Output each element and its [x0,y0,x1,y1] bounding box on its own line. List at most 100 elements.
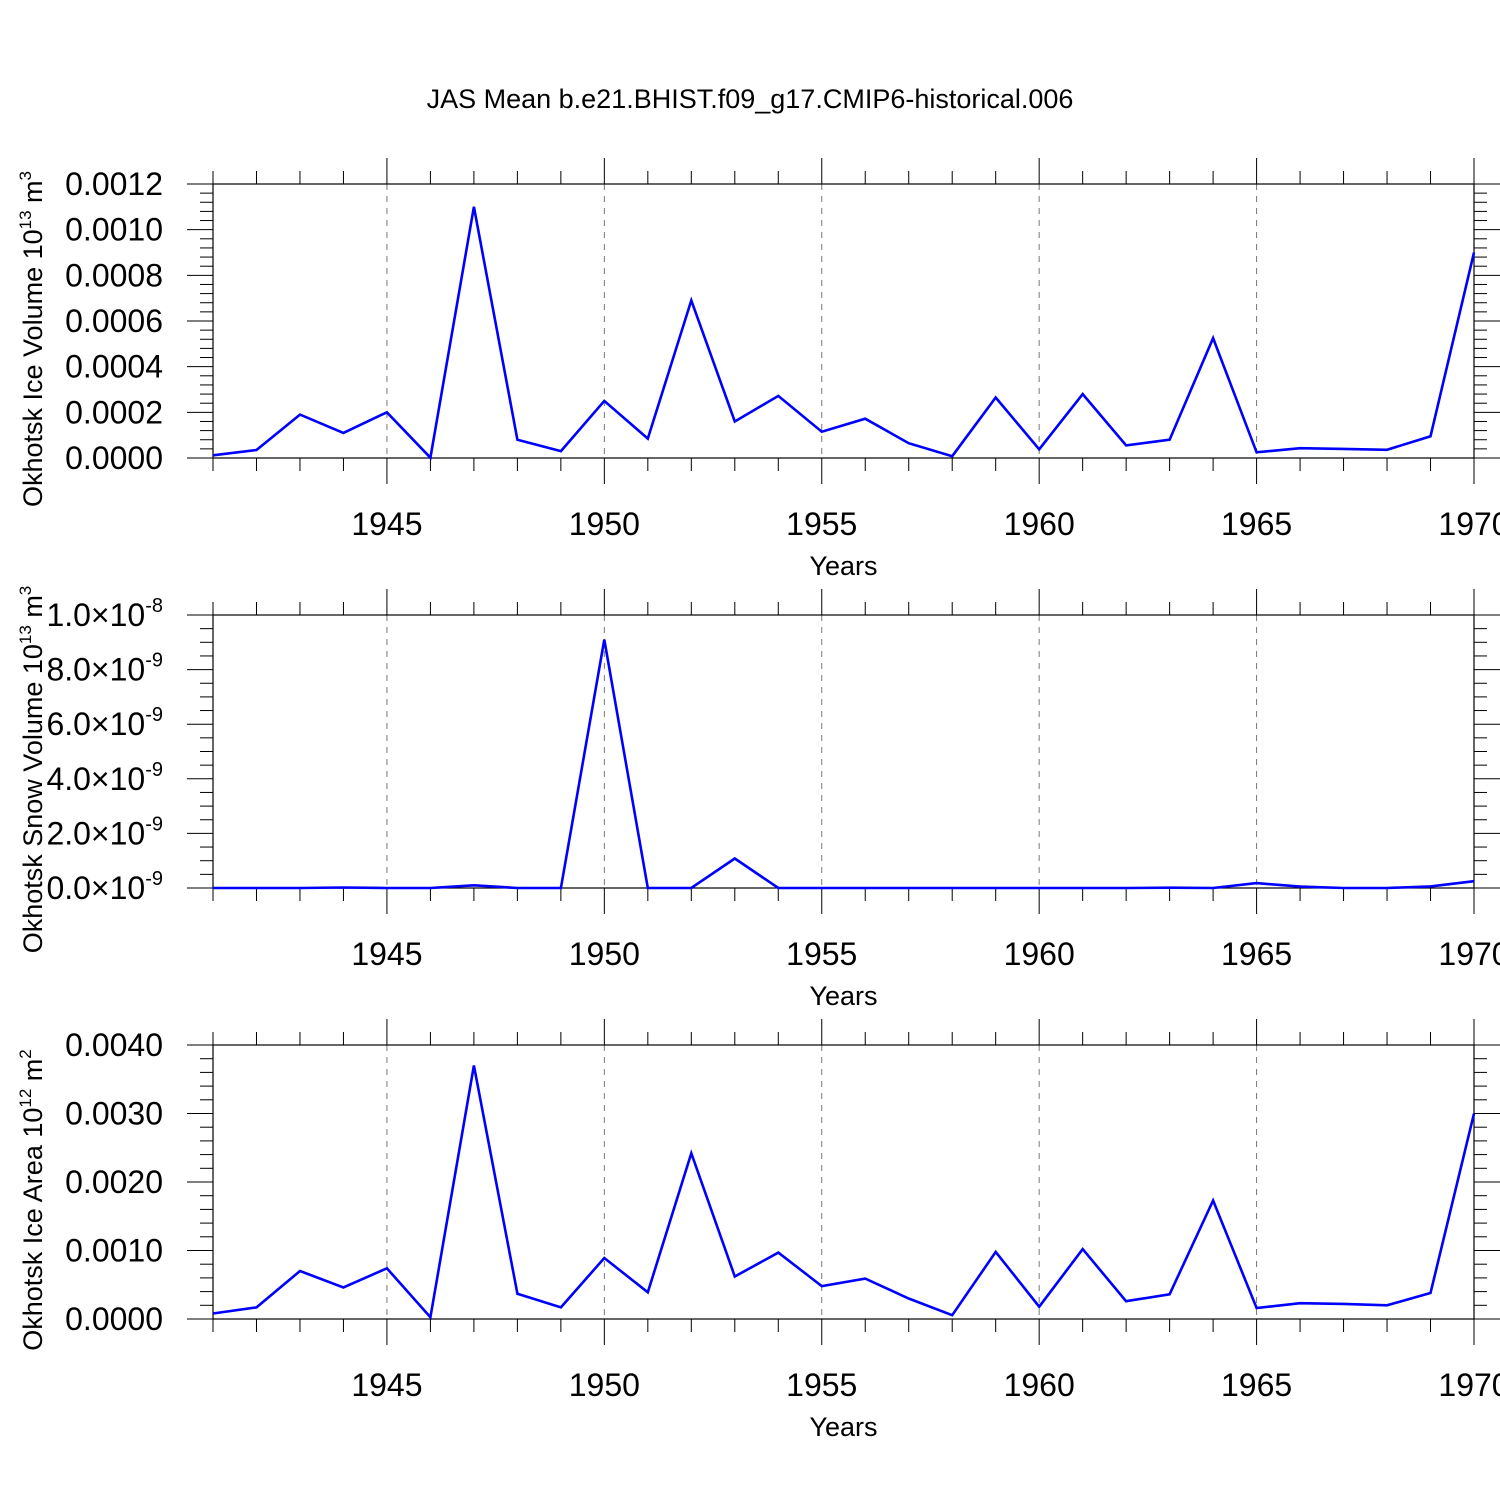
data-point [1081,393,1083,395]
data-point [603,1257,605,1259]
x-tick-label: 1965 [1221,1367,1292,1403]
data-point [1299,447,1301,449]
x-tick-label: 1945 [351,936,422,972]
data-point [734,420,736,422]
data-point [212,887,214,889]
data-point [1342,1303,1344,1305]
data-point [908,1297,910,1299]
y-tick-label: 0.0010 [65,212,163,248]
data-point [1125,444,1127,446]
y-tick-label: 0.0000 [65,1301,163,1337]
data-point [560,1306,562,1308]
data-point [1168,887,1170,889]
data-point [821,1285,823,1287]
data-point [516,439,518,441]
data-point [951,455,953,457]
data-point [386,887,388,889]
data-point [647,887,649,889]
data-point [1168,1293,1170,1295]
data-point [1125,887,1127,889]
panel-snow-volume: 1945 1950 1955 1960 1965 1970 Years 0.0×10-9 2.0… [16,586,1500,1011]
y-tick-label: 1.0×10-8 [46,595,163,633]
data-point [342,1286,344,1288]
data-point [1342,448,1344,450]
data-point [1212,337,1214,339]
x-tick-label: 1960 [1004,506,1075,542]
data-point [560,887,562,889]
data-point [690,887,692,889]
data-point [1212,887,1214,889]
data-point [1212,1199,1214,1201]
data-point [864,887,866,889]
data-point [1386,1304,1388,1306]
y-axis-label: Okhotsk Ice Area 1012 m2 [16,1049,48,1351]
data-point [1473,251,1475,253]
data-point [299,1270,301,1272]
data-point [908,887,910,889]
data-point [1255,1307,1257,1309]
data-point [1038,887,1040,889]
x-tick-label: 1970 [1438,936,1500,972]
y-tick-label: 8.0×10-9 [46,650,163,688]
data-point [1255,451,1257,453]
y-tick-label: 0.0008 [65,257,163,293]
data-point [647,1291,649,1293]
data-point [1299,1302,1301,1304]
data-point [1473,1112,1475,1114]
x-tick-label: 1970 [1438,506,1500,542]
data-point [1429,1292,1431,1294]
data-point [516,1292,518,1294]
data-point [690,1152,692,1154]
data-point [821,431,823,433]
y-tick-label: 0.0020 [65,1164,163,1200]
panel-ice-area: 1945 1950 1955 1960 1965 1970 Years 0.0000 0.001… [16,1019,1500,1442]
x-tick-label: 1965 [1221,936,1292,972]
x-tick-label: 1970 [1438,1367,1500,1403]
x-tick-label: 1955 [786,1367,857,1403]
y-tick-label: 6.0×10-9 [46,704,163,742]
chart-title: JAS Mean b.e21.BHIST.f09_g17.CMIP6-histo… [427,84,1074,114]
data-point [994,396,996,398]
y-tick-label: 0.0010 [65,1233,163,1269]
y-tick-label: 2.0×10-9 [46,813,163,851]
data-point [473,884,475,886]
data-point [951,1314,953,1316]
data-point [1386,449,1388,451]
y-tick-label: 0.0000 [65,440,163,476]
x-axis-label: Years [809,981,877,1011]
data-point [908,442,910,444]
data-point [647,437,649,439]
x-axis-label: Years [809,1412,877,1442]
y-axis-label: Okhotsk Snow Volume 1013 m3 [16,586,48,954]
data-point [212,454,214,456]
y-axis-label: Okhotsk Ice Volume 1013 m3 [16,171,48,507]
data-point [1386,887,1388,889]
data-point [1081,1248,1083,1250]
data-point [994,887,996,889]
data-point [1342,887,1344,889]
data-point [1125,1300,1127,1302]
x-tick-label: 1955 [786,936,857,972]
series-line-snow-volume [213,639,1475,890]
data-point [864,1277,866,1279]
data-point [299,413,301,415]
y-tick-label: 0.0004 [65,349,163,385]
data-point [951,887,953,889]
x-tick-label: 1955 [786,506,857,542]
data-point [603,638,605,640]
x-tick-label: 1950 [569,936,640,972]
x-axis-label: Years [809,551,877,581]
data-point [994,1251,996,1253]
data-point [734,857,736,859]
data-point [1429,885,1431,887]
data-point [299,887,301,889]
data-point [255,449,257,451]
x-tick-label: 1960 [1004,936,1075,972]
x-tick-label: 1950 [569,506,640,542]
data-point [342,886,344,888]
data-point [603,400,605,402]
data-point [342,432,344,434]
data-point [1038,1305,1040,1307]
plot-frame [212,183,1475,459]
